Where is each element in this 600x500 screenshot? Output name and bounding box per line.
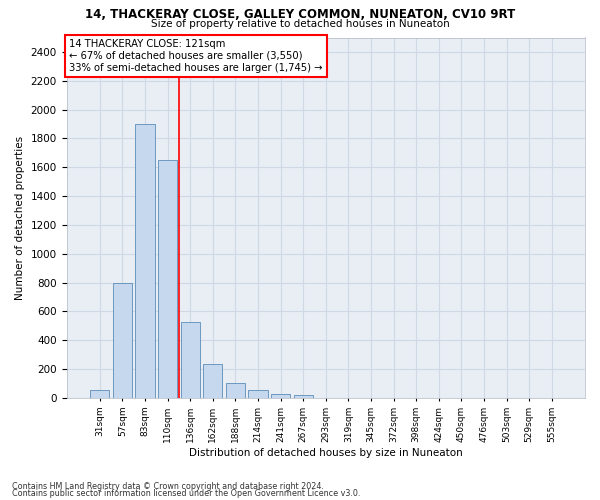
Bar (90, 390, 109, 398)
Bar (293, 395, 313, 398)
Bar (248, 390, 268, 398)
Bar (226, 383, 245, 398)
Bar (136, 124, 155, 398)
Bar (203, 364, 223, 398)
Bar (271, 394, 290, 398)
Text: 14, THACKERAY CLOSE, GALLEY COMMON, NUNEATON, CV10 9RT: 14, THACKERAY CLOSE, GALLEY COMMON, NUNE… (85, 8, 515, 20)
Y-axis label: Number of detached properties: Number of detached properties (15, 136, 25, 300)
Bar (158, 160, 177, 398)
Text: Size of property relative to detached houses in Nuneaton: Size of property relative to detached ho… (151, 19, 449, 29)
Text: Contains HM Land Registry data © Crown copyright and database right 2024.: Contains HM Land Registry data © Crown c… (12, 482, 324, 491)
Text: 14 THACKERAY CLOSE: 121sqm
← 67% of detached houses are smaller (3,550)
33% of s: 14 THACKERAY CLOSE: 121sqm ← 67% of deta… (69, 40, 323, 72)
Text: Contains public sector information licensed under the Open Government Licence v3: Contains public sector information licen… (12, 489, 361, 498)
X-axis label: Distribution of detached houses by size in Nuneaton: Distribution of detached houses by size … (189, 448, 463, 458)
Bar (181, 322, 200, 398)
Bar (113, 282, 132, 398)
